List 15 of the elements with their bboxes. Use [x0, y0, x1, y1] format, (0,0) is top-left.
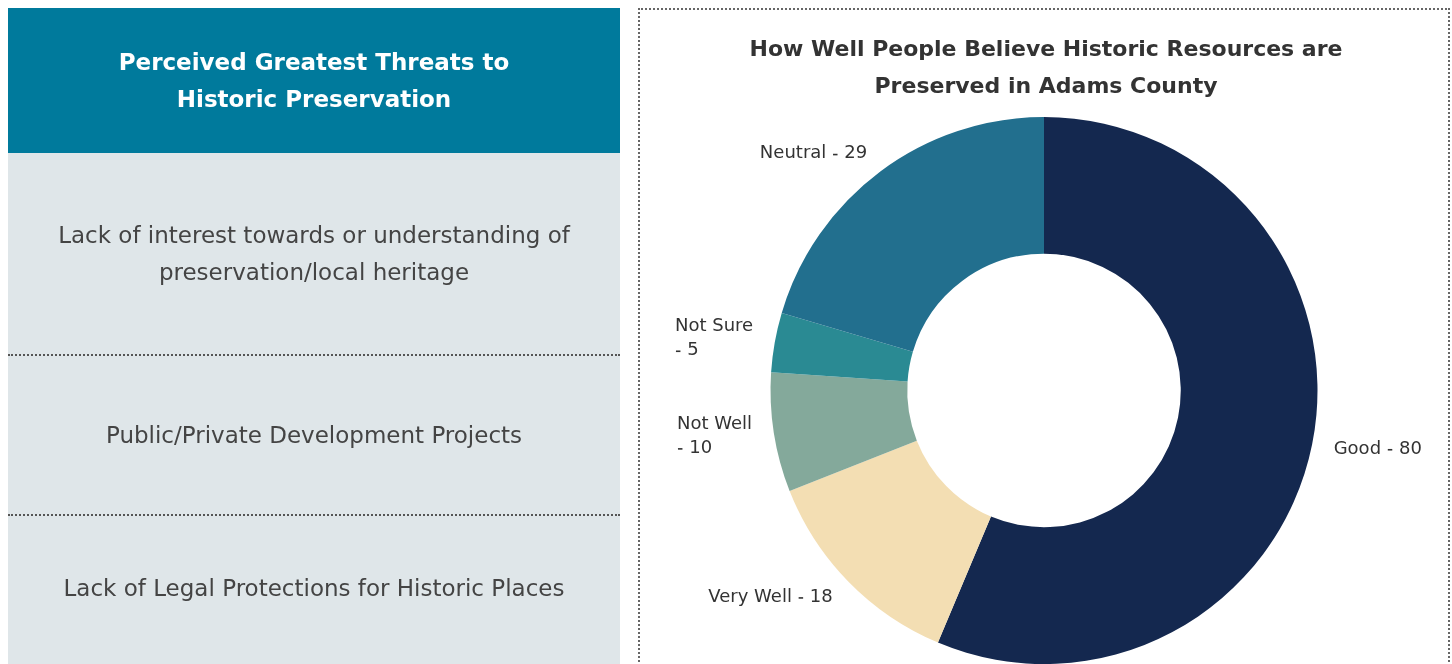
text: Lack of Legal Protections for Historic Places — [62, 574, 566, 603]
slice-label: Not Well — [676, 411, 753, 433]
text: Lack of interest towards or understanding of preservation/local heritage — [8, 153, 620, 356]
slice-label: Very Well — [708, 584, 792, 606]
slice-label: Good — [1333, 436, 1382, 458]
data-label: 18 — [809, 584, 833, 606]
text: Perceived Greatest Threats to Historic Preservation — [8, 8, 620, 153]
data-label: 29 — [844, 141, 868, 163]
data-label: 5 — [687, 338, 699, 360]
slice-label: Not Sure — [674, 314, 754, 336]
slice-label: Neutral — [759, 141, 827, 163]
data-label: 80 — [1399, 436, 1422, 458]
data-label: 10 — [689, 435, 713, 457]
text: Public/Private Development Projects — [8, 356, 620, 516]
chart-title: How Well People Believe Historic Resources are Preserved in Adams County — [748, 35, 1344, 100]
